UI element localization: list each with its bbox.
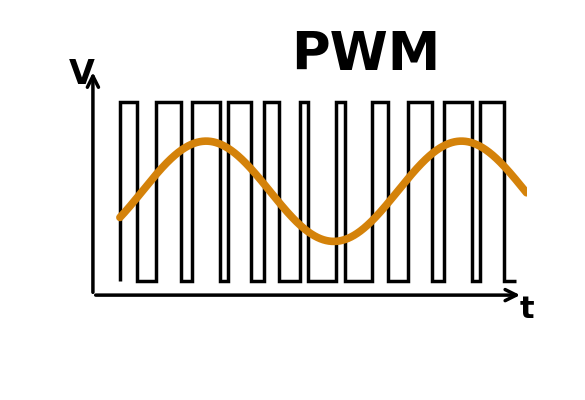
- Text: t: t: [520, 295, 535, 324]
- Text: V: V: [69, 58, 95, 91]
- Text: PWM: PWM: [291, 29, 440, 81]
